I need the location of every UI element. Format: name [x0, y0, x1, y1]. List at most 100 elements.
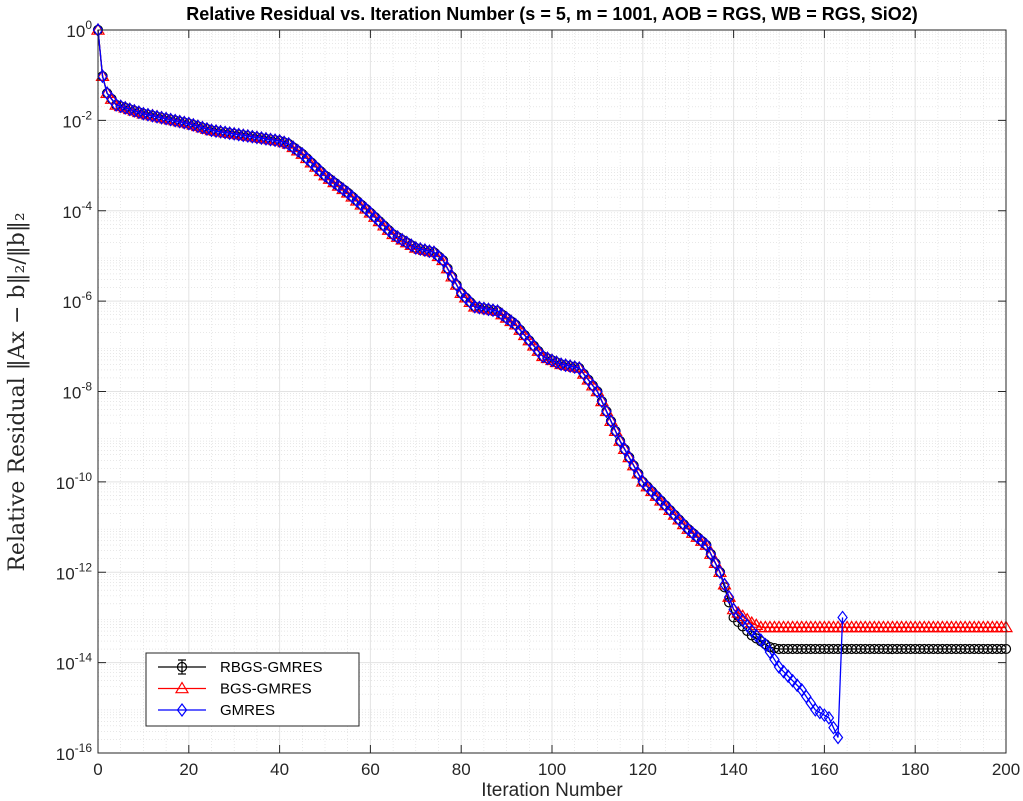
y-tick-base: 10	[62, 203, 81, 222]
x-tick-label: 180	[901, 760, 929, 779]
data-point	[576, 366, 591, 379]
y-tick-exponent: -16	[75, 741, 93, 755]
data-point	[710, 556, 721, 571]
y-tick-exponent: -10	[75, 470, 93, 484]
data-point	[238, 128, 249, 143]
y-tick-exponent: -4	[81, 199, 92, 213]
data-point	[442, 261, 453, 276]
x-tick-label: 0	[93, 760, 102, 779]
chart-title: Relative Residual vs. Iteration Number (…	[186, 4, 918, 24]
y-tick-base: 10	[62, 384, 81, 403]
x-tick-label: 160	[810, 760, 838, 779]
data-point	[787, 673, 798, 688]
data-point	[95, 69, 110, 81]
data-point	[465, 295, 476, 310]
data-point	[664, 503, 676, 518]
data-point	[342, 185, 353, 200]
x-tick-label: 140	[719, 760, 747, 779]
y-tick-label: 10-8	[62, 380, 92, 403]
data-point	[483, 302, 494, 317]
data-point	[769, 652, 780, 667]
data-point	[696, 534, 708, 549]
legend-marker	[176, 703, 188, 717]
data-point	[478, 301, 490, 316]
data-point	[717, 577, 732, 590]
data-point	[701, 538, 712, 553]
y-tick-label: 10-16	[56, 741, 93, 764]
x-tick-label: 80	[452, 760, 471, 779]
data-point	[256, 131, 267, 146]
y-tick-label: 10-12	[56, 560, 93, 583]
data-point	[455, 286, 467, 301]
data-point	[764, 645, 776, 660]
data-point	[755, 633, 767, 648]
data-point	[360, 201, 372, 216]
data-point	[705, 547, 717, 562]
data-point	[585, 378, 600, 391]
data-point	[492, 304, 503, 319]
data-point	[599, 404, 614, 417]
data-point	[714, 565, 726, 580]
data-point	[564, 359, 576, 374]
x-tick-label: 200	[992, 760, 1020, 779]
y-tick-exponent: -14	[75, 651, 93, 665]
x-axis-label: Iteration Number	[481, 780, 623, 801]
data-point	[206, 123, 217, 138]
data-point	[637, 474, 649, 489]
data-point	[333, 178, 344, 193]
data-point	[328, 175, 340, 190]
data-point	[97, 69, 108, 84]
data-point	[682, 522, 694, 537]
y-tick-label: 10-2	[62, 108, 92, 131]
y-tick-exponent: -12	[75, 560, 93, 574]
data-point	[374, 214, 385, 229]
data-point	[610, 424, 621, 439]
data-point	[687, 526, 698, 541]
data-point	[428, 245, 440, 260]
data-point	[560, 358, 571, 373]
data-point	[104, 91, 119, 104]
data-point	[260, 131, 272, 146]
data-point	[224, 126, 235, 141]
data-point	[823, 710, 835, 725]
data-point	[292, 143, 304, 158]
data-point	[669, 507, 680, 522]
data-point	[460, 290, 471, 305]
data-point	[622, 450, 637, 463]
legend-label: RBGS-GMRES	[220, 659, 323, 676]
legend-entry: RBGS-GMRES	[158, 659, 323, 676]
data-point	[356, 197, 367, 212]
data-point	[496, 307, 508, 322]
data-point	[678, 517, 689, 532]
data-point	[474, 300, 485, 315]
data-point	[210, 124, 222, 139]
data-point	[673, 512, 685, 527]
data-point	[837, 610, 848, 625]
series-layer	[90, 22, 1014, 745]
data-point	[337, 182, 349, 197]
y-tick-label: 100	[66, 18, 92, 41]
data-point	[365, 205, 376, 220]
data-point	[310, 159, 322, 174]
legend-entries: RBGS-GMRES BGS-GMRES GMRES	[158, 659, 323, 719]
data-point	[590, 384, 605, 397]
data-point	[603, 414, 619, 427]
y-tick-exponent: -2	[81, 108, 92, 122]
data-point	[633, 466, 644, 481]
data-point	[746, 624, 758, 639]
data-point	[469, 299, 481, 314]
x-tick-labels: 0 20 40 60 80 100 120 140 160 180 200	[93, 760, 1020, 779]
y-axis-label: Relative Residual ‖Ax − b‖₂/‖b‖₂	[5, 212, 30, 571]
data-point	[592, 384, 603, 399]
data-point	[446, 269, 458, 284]
data-point	[619, 442, 630, 457]
data-point	[628, 458, 639, 473]
data-point	[306, 155, 317, 170]
data-point	[408, 240, 423, 253]
data-point	[301, 151, 313, 166]
series-GMRES	[92, 23, 848, 745]
data-point	[723, 590, 735, 605]
data-point	[782, 669, 794, 684]
data-point	[324, 172, 335, 187]
